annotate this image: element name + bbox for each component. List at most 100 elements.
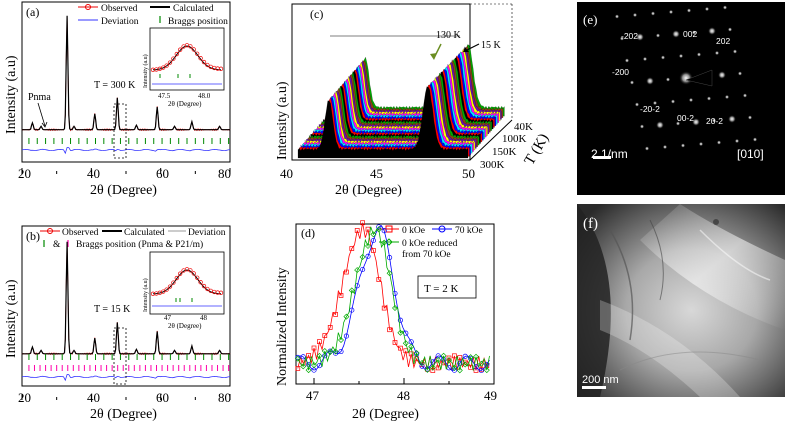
panel-b-xtick-60: 60 — [156, 390, 169, 405]
data-point — [381, 305, 387, 311]
data-point — [321, 347, 328, 354]
panel-c-waterfall — [297, 44, 505, 159]
panel-c-xlabel: 2θ (Degree) — [335, 183, 402, 198]
diffraction-spot — [672, 30, 680, 38]
panel-e-diffraction-image — [577, 2, 785, 195]
data-point — [473, 368, 479, 373]
data-point — [371, 248, 376, 253]
data-point — [440, 352, 447, 359]
data-point — [408, 343, 415, 350]
data-point — [333, 312, 338, 317]
data-point — [343, 333, 349, 339]
spot-label-202: 202 — [716, 36, 730, 46]
panel-b-frame — [21, 225, 231, 387]
diffraction-spot — [698, 141, 704, 147]
data-point — [408, 351, 414, 357]
data-point — [349, 246, 355, 251]
data-point — [473, 353, 479, 360]
data-point — [462, 353, 468, 359]
data-point — [300, 354, 306, 360]
panel-d-axis-ticks — [313, 378, 495, 384]
spot-label-m20m2: -20-2 — [640, 104, 660, 114]
panel-a-pnma: Pnma — [28, 92, 51, 103]
diffraction-spot — [662, 144, 668, 150]
observed-point — [171, 56, 176, 61]
data-point — [375, 226, 382, 233]
data-point — [424, 366, 430, 372]
data-point — [467, 354, 474, 361]
panel-d-xlabel: 2θ (Degree) — [352, 407, 419, 422]
panel-a-ylabel: Intensity (a.u) — [4, 55, 19, 134]
data-point — [294, 355, 301, 362]
data-point — [392, 340, 398, 345]
diffraction-spot — [652, 100, 658, 106]
diffraction-spot — [686, 8, 692, 13]
diffraction-spot — [655, 33, 661, 38]
observed-point — [205, 286, 210, 292]
data-point — [446, 357, 452, 364]
panel-d-frame — [295, 223, 495, 385]
data-point — [414, 351, 420, 357]
data-point — [370, 237, 376, 244]
panel-a-inset-xtick-1: 47.5 — [158, 92, 171, 100]
diffraction-spot — [708, 27, 716, 35]
panel-b-legend-calculated: Calculated — [124, 228, 165, 238]
observed-marker-icon — [47, 228, 53, 234]
panel-f-scale-bar — [582, 386, 606, 389]
panel-a-temp: T = 300 K — [94, 80, 136, 91]
panel-e-scale-bar — [593, 156, 611, 159]
panel-a-xtick-40: 40 — [87, 166, 100, 181]
panel-f-label: (f) — [583, 216, 598, 232]
diffraction-spot — [656, 121, 664, 129]
diffraction-spot — [704, 6, 710, 12]
data-point — [311, 362, 317, 369]
panel-a-label: (a) — [26, 5, 39, 19]
panel-d-legend-reduced-2: from 70 kOe — [402, 249, 451, 260]
diffraction-spot — [624, 58, 630, 63]
diffraction-spot — [718, 71, 726, 79]
observed-point — [161, 289, 166, 294]
diffraction-spot — [680, 143, 686, 148]
diffraction-spot — [665, 77, 671, 82]
beam-stop-icon — [685, 69, 713, 87]
panel-b-xtick-20: 20 — [18, 390, 31, 405]
data-point — [370, 231, 377, 238]
panel-a-legend-deviation: Deviation — [101, 17, 139, 27]
panel-b-legend: Observed Calculated Deviation & Braggs p… — [40, 228, 226, 250]
panel-c-ztick-300k: 300K — [480, 159, 505, 171]
observed-marker-icon — [85, 4, 91, 10]
panel-b-legend-deviation: Deviation — [188, 228, 226, 238]
panel-c-15k: 15 K — [481, 40, 502, 51]
panel-a-zoom-box — [113, 103, 127, 159]
panel-b-axis-ticks — [21, 394, 231, 400]
data-point — [430, 359, 436, 365]
spot-label-m202: -202 — [621, 31, 638, 41]
diffraction-spot — [644, 146, 650, 151]
panel-d-xtick-49: 49 — [484, 388, 497, 403]
diffraction-spot — [619, 36, 625, 41]
panel-b-ylabel: Intensity (a.u) — [4, 279, 19, 358]
observed-point — [218, 290, 224, 295]
diffraction-spot — [660, 55, 666, 60]
diffraction-spot — [727, 27, 733, 32]
spot-label-m200: -200 — [612, 67, 629, 77]
circle-marker-icon — [438, 225, 446, 233]
observed-point — [167, 284, 173, 289]
panel-c-xtick-50: 50 — [462, 166, 475, 181]
data-point — [419, 360, 425, 367]
diffraction-spot — [650, 11, 656, 16]
observed-point — [174, 51, 179, 57]
panel-b-inset: 47 48 2θ (Degree) Intensity (a.u) — [142, 251, 225, 330]
observed-point — [191, 47, 196, 52]
diffraction-spot — [636, 33, 644, 41]
diffraction-spot — [678, 53, 684, 59]
panel-d-legend-70koe: 70 kOe — [455, 226, 483, 236]
panel-e: (e) -202 002 202 -200 -20-2 00-2 20-2 2 … — [577, 2, 785, 195]
diffraction-spot — [629, 80, 635, 85]
data-point — [327, 349, 334, 356]
data-point — [338, 293, 344, 298]
observed-point — [188, 44, 193, 49]
data-point — [413, 350, 420, 357]
panel-b-legend-braggs: Braggs position (Pnma & P21/m) — [76, 239, 203, 250]
